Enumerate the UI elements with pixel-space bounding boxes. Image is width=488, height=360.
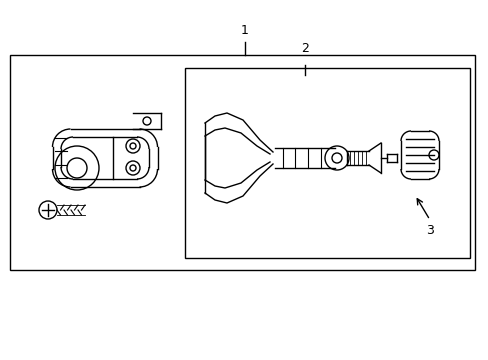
- Bar: [184, 68, 469, 258]
- Text: 2: 2: [301, 41, 308, 54]
- Text: 3: 3: [425, 224, 433, 237]
- Bar: [10, 55, 474, 270]
- Text: 1: 1: [241, 23, 248, 36]
